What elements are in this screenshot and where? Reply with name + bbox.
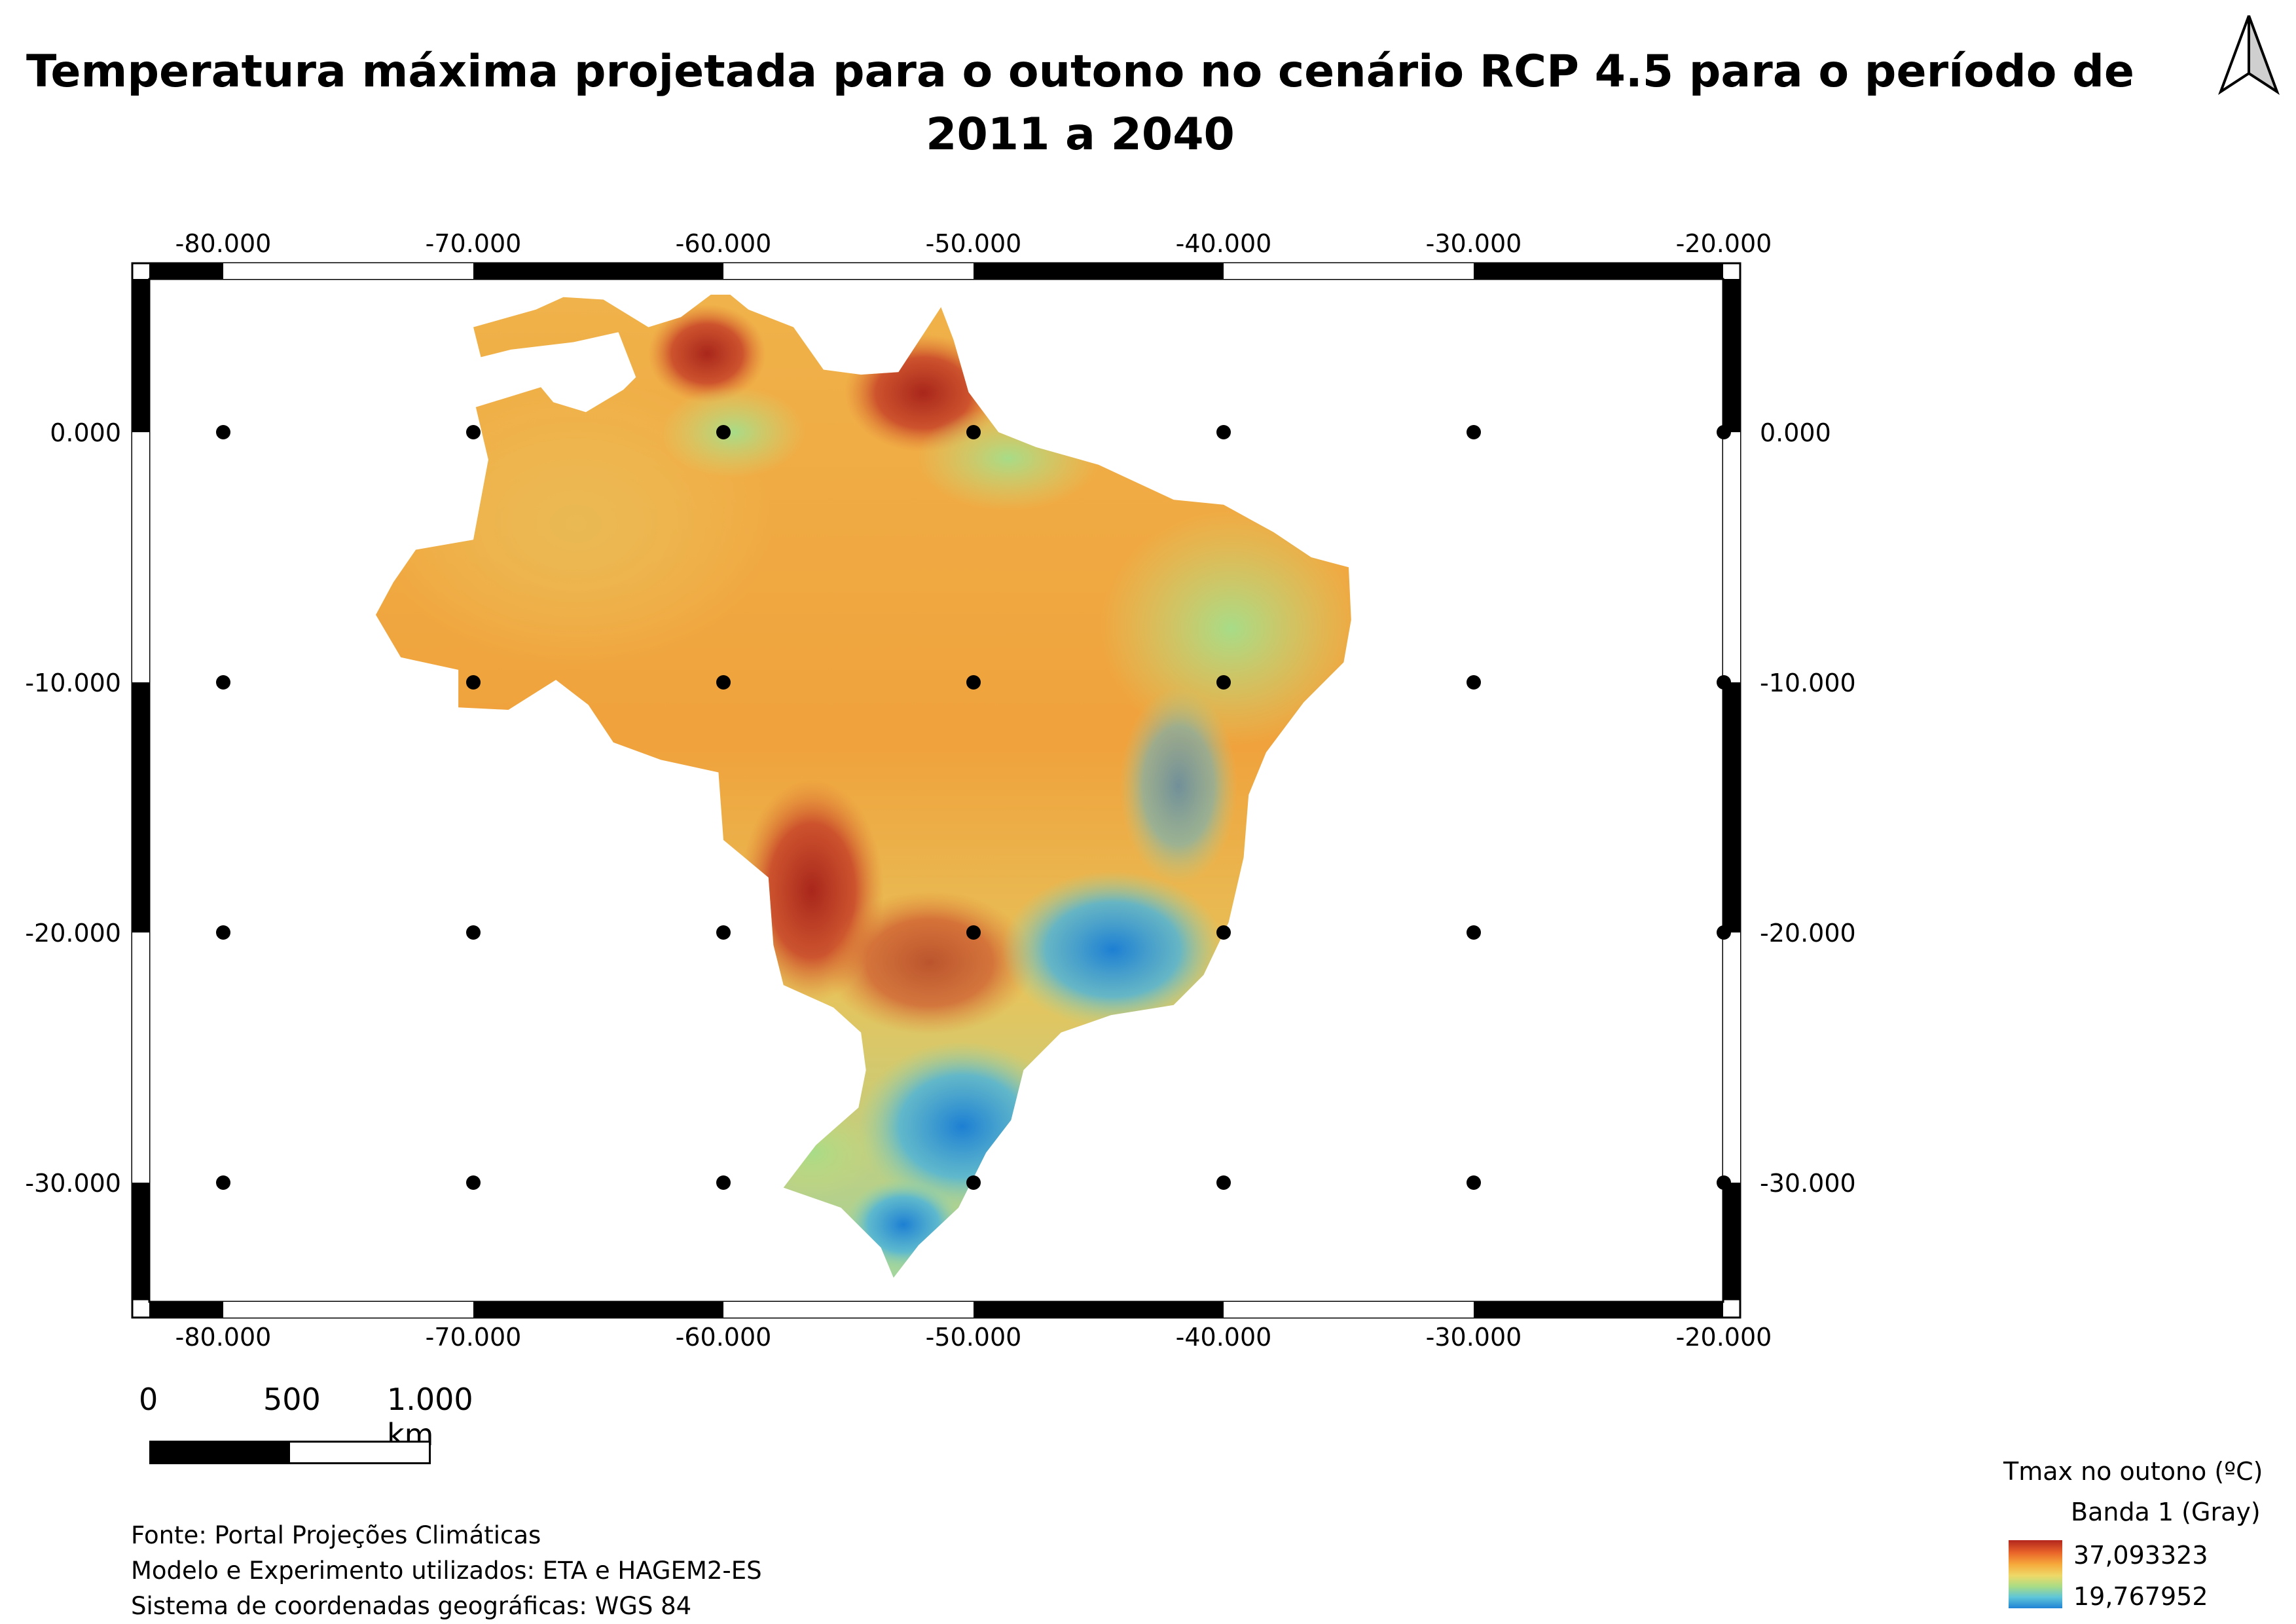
legend-color-ramp <box>2009 1540 2062 1608</box>
frame-segment-top <box>723 263 974 279</box>
graticule-point <box>1467 925 1481 940</box>
coordinate-labels: -80.000 -80.000 -70.000 -70.000 -60.000 -60.0… <box>25 229 1855 1352</box>
y-tick-label-right: -20.000 <box>1760 919 1856 948</box>
graticule-point <box>216 425 230 439</box>
graticule-point <box>966 925 981 940</box>
frame-segment-bottom <box>223 1302 473 1318</box>
graticule-point <box>716 675 731 690</box>
graticule-point <box>1216 425 1231 439</box>
legend-min-value: 19,767952 <box>2073 1582 2208 1611</box>
legend: Tmax no outono (ºC) Banda 1 (Gray) 37,09… <box>2003 1457 2278 1614</box>
y-tick-label-right: -10.000 <box>1760 669 1856 697</box>
graticule-point <box>716 1175 731 1190</box>
x-tick-label-top: -70.000 <box>426 229 522 258</box>
map-title: Temperatura máxima projetada para o outo… <box>26 46 2134 160</box>
graticule-point <box>1216 1175 1231 1190</box>
graticule-point <box>466 675 481 690</box>
scale-bar-segments <box>149 1441 431 1464</box>
frame-segment-bottom <box>1224 1302 1474 1318</box>
x-tick-label-bottom: -80.000 <box>175 1323 272 1352</box>
frame-segment-right <box>1723 1183 1740 1301</box>
x-tick-label-bottom: -70.000 <box>426 1323 522 1352</box>
frame-segment-bottom <box>723 1302 974 1318</box>
x-tick-label-top: -50.000 <box>926 229 1022 258</box>
x-tick-label-bottom: -60.000 <box>676 1323 772 1352</box>
frame-segment-top <box>223 263 473 279</box>
x-tick-label-top: -30.000 <box>1426 229 1522 258</box>
x-tick-label-bottom: -40.000 <box>1176 1323 1272 1352</box>
graticule-point <box>1467 1175 1481 1190</box>
graticule-point <box>966 425 981 439</box>
graticule-point <box>1717 1175 1731 1190</box>
frame-segment-left <box>132 1183 149 1301</box>
scale-label-0: 0 <box>139 1382 158 1417</box>
graticule-point <box>1717 425 1731 439</box>
frame-segment-bottom <box>974 1302 1224 1318</box>
y-tick-label-left: -10.000 <box>25 669 121 697</box>
graticule-point <box>1467 425 1481 439</box>
frame-segment-right <box>1723 279 1740 432</box>
x-tick-label-bottom: -20.000 <box>1676 1323 1772 1352</box>
graticule-point <box>716 925 731 940</box>
legend-band: Banda 1 (Gray) <box>2071 1498 2261 1526</box>
graticule-point <box>716 425 731 439</box>
scale-segment-white <box>290 1443 429 1462</box>
source-notes: Fonte: Portal Projeções Climáticas Model… <box>131 1518 762 1624</box>
x-tick-label-top: -40.000 <box>1176 229 1272 258</box>
source-line-1: Fonte: Portal Projeções Climáticas <box>131 1521 541 1549</box>
scale-label-500: 500 <box>263 1382 321 1417</box>
frame-segment-top <box>149 263 223 279</box>
frame-segment-bottom <box>1474 1302 1723 1318</box>
x-tick-label-top: -60.000 <box>676 229 772 258</box>
graticule-points <box>216 425 1731 1190</box>
graticule-point <box>466 1175 481 1190</box>
graticule-point <box>216 1175 230 1190</box>
x-tick-label-top: -20.000 <box>1676 229 1772 258</box>
x-tick-label-bottom: -30.000 <box>1426 1323 1522 1352</box>
scale-segment-black <box>151 1443 290 1462</box>
graticule-point <box>966 675 981 690</box>
frame-segment-left <box>132 279 149 432</box>
frame-segment-bottom <box>149 1302 223 1318</box>
x-tick-label-top: -80.000 <box>175 229 272 258</box>
y-tick-label-right: -30.000 <box>1760 1169 1856 1198</box>
frame-segment-bottom <box>473 1302 723 1318</box>
frame-segment-left <box>132 432 149 682</box>
graticule-point <box>466 925 481 940</box>
graticule-point <box>1216 925 1231 940</box>
frame-segment-left <box>132 932 149 1183</box>
graticule-point <box>966 1175 981 1190</box>
y-tick-label-left: -30.000 <box>25 1169 121 1198</box>
graticule-point <box>216 925 230 940</box>
frame-segment-left <box>132 682 149 932</box>
y-tick-label-right: 0.000 <box>1760 418 1831 447</box>
frame-segment-top <box>1224 263 1474 279</box>
graticule-point <box>1717 675 1731 690</box>
graticule-point <box>216 675 230 690</box>
north-arrow-icon <box>2218 15 2280 95</box>
legend-max-value: 37,093323 <box>2073 1541 2208 1570</box>
frame-segment-top <box>974 263 1224 279</box>
frame-segment-right <box>1723 932 1740 1183</box>
frame-segment-top <box>1474 263 1723 279</box>
y-tick-label-left: -20.000 <box>25 919 121 948</box>
legend-title: Tmax no outono (ºC) <box>2003 1457 2263 1486</box>
source-line-3: Sistema de coordenadas geográficas: WGS … <box>131 1592 692 1620</box>
scale-bar: 0 500 1.000 km <box>139 1382 473 1473</box>
graticule-point <box>1467 675 1481 690</box>
source-line-2: Modelo e Experimento utilizados: ETA e H… <box>131 1557 762 1585</box>
x-tick-label-bottom: -50.000 <box>926 1323 1022 1352</box>
graticule-point <box>1216 675 1231 690</box>
y-tick-label-left: 0.000 <box>50 418 121 447</box>
frame-segment-right <box>1723 432 1740 682</box>
graticule-point <box>1717 925 1731 940</box>
graticule-point <box>466 425 481 439</box>
frame-segment-top <box>473 263 723 279</box>
frame-segment-right <box>1723 682 1740 932</box>
